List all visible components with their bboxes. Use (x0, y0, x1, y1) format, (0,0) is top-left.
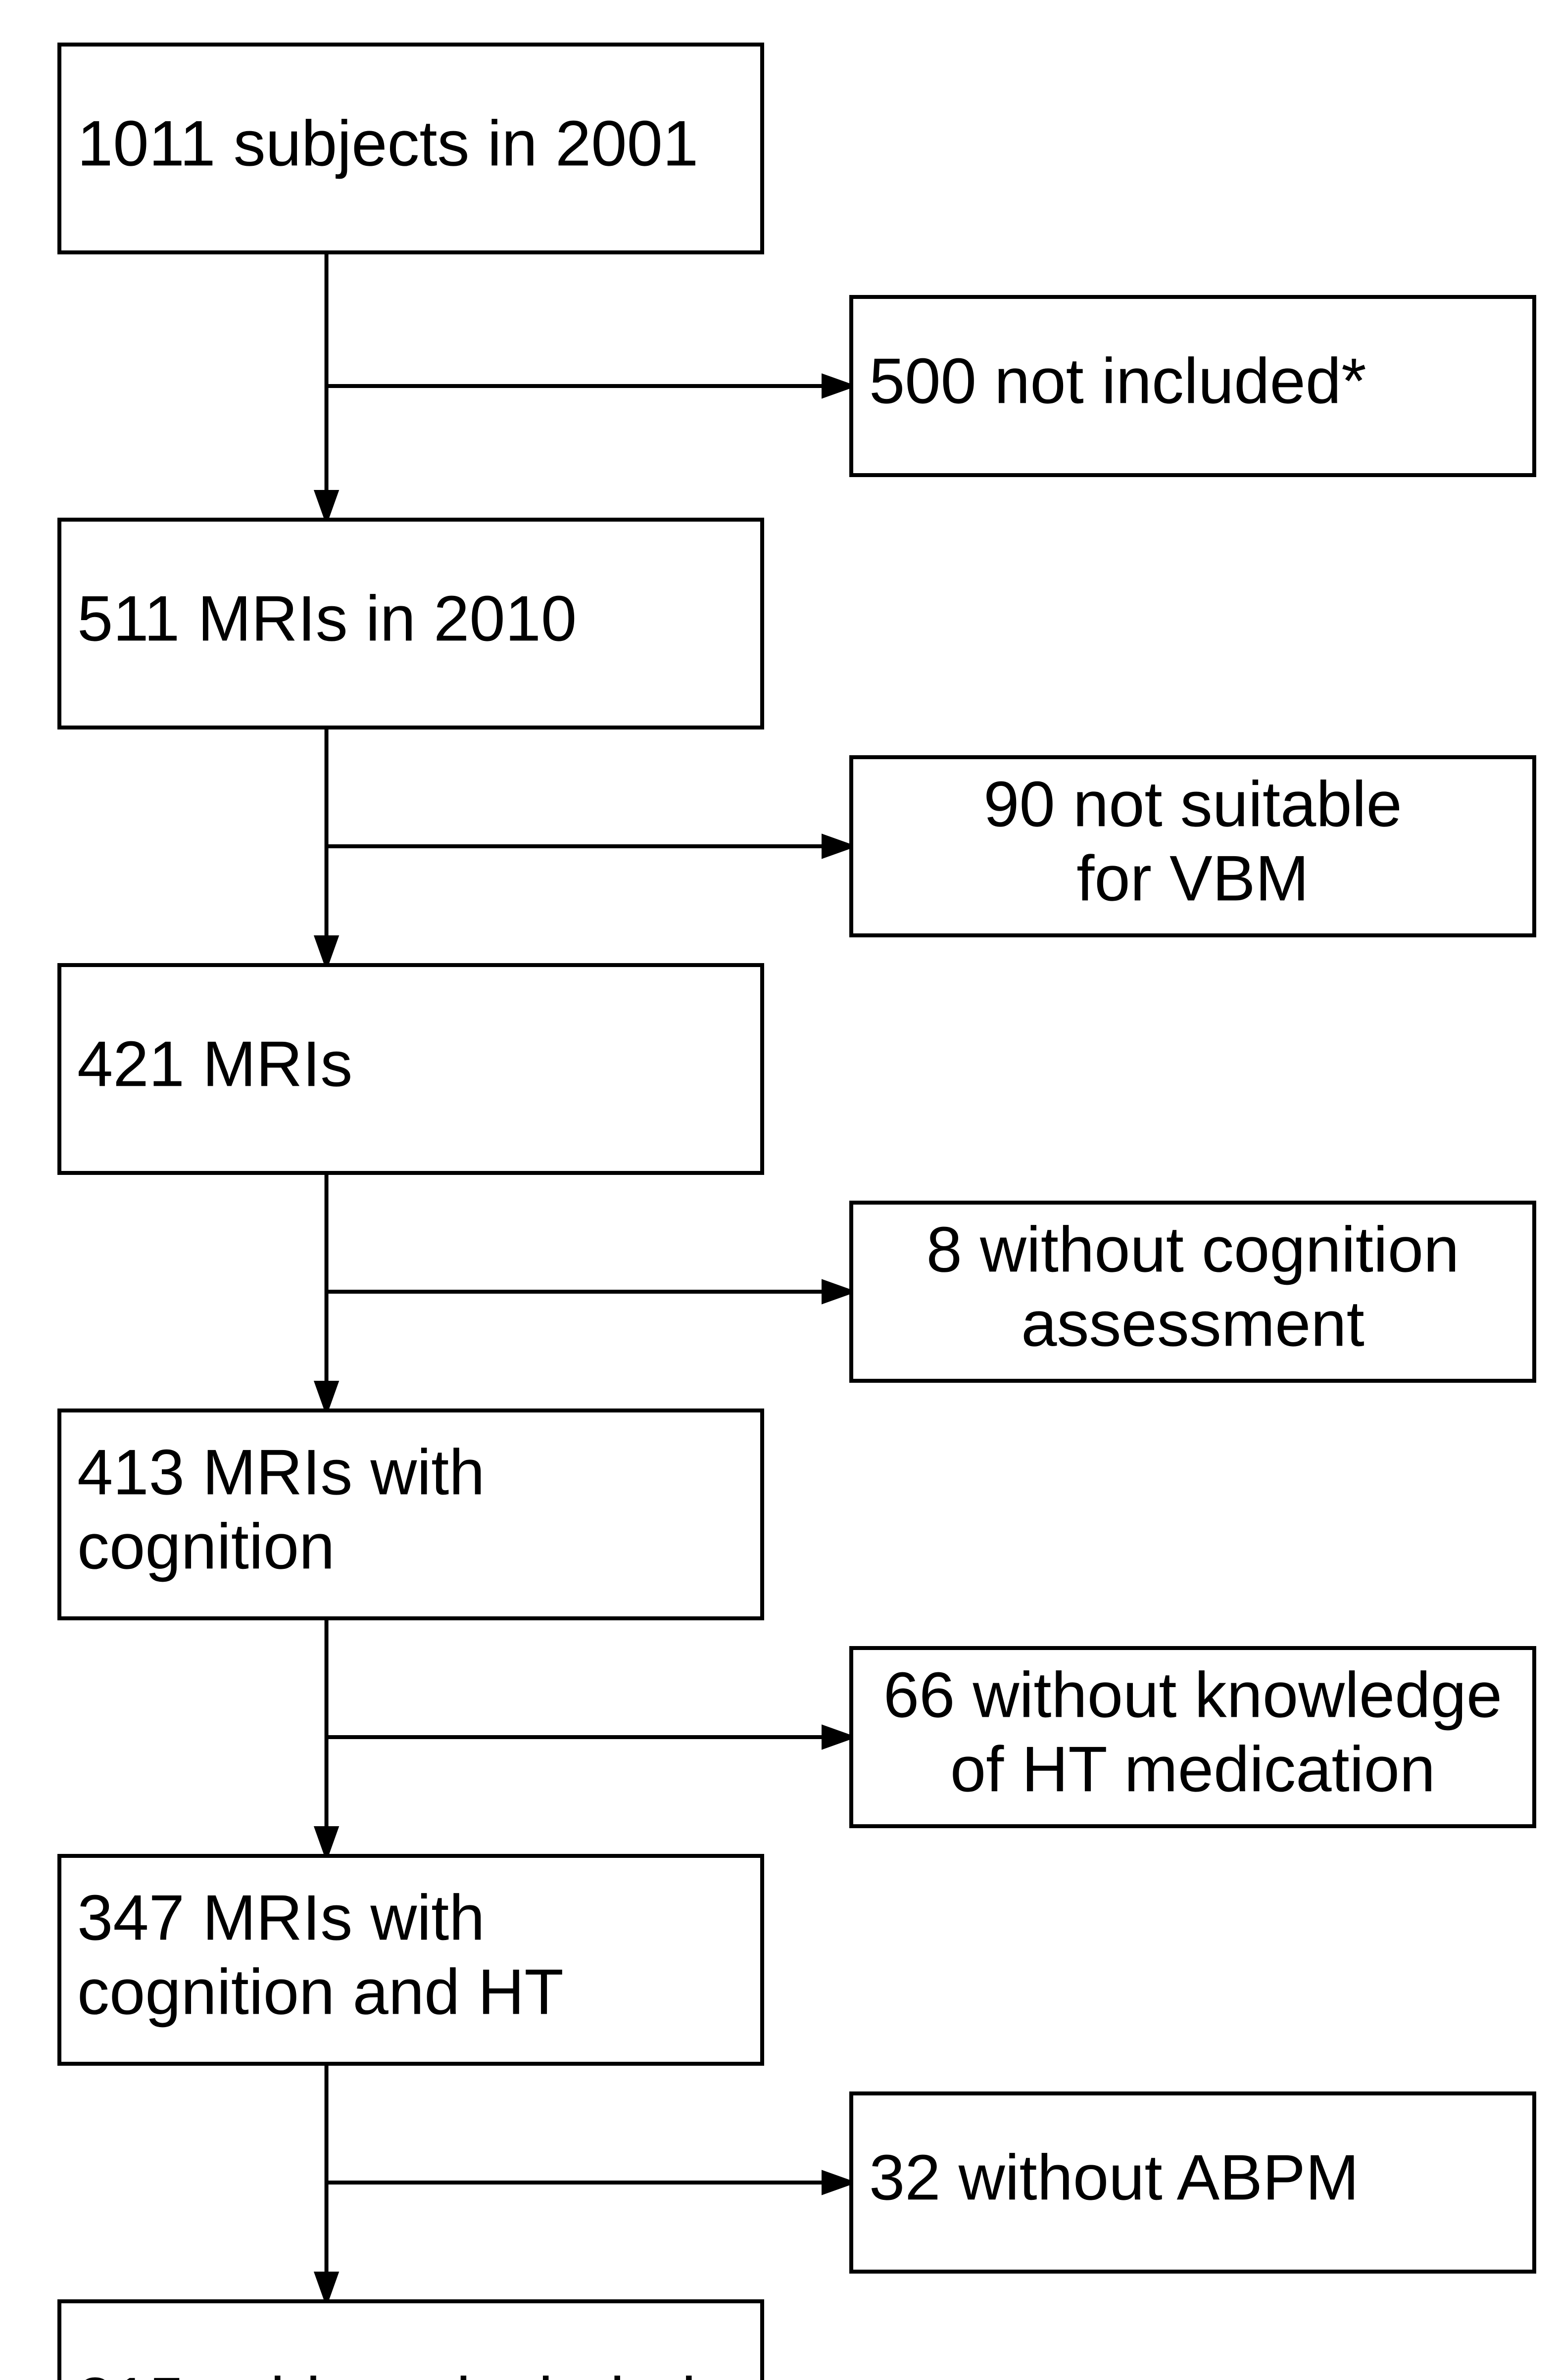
flow-node-n1: 1011 subjects in 2001 (59, 45, 762, 252)
flow-node-label: 66 without knowledge (883, 1658, 1502, 1731)
flow-node-label: 1011 subjects in 2001 (77, 107, 698, 179)
flow-node-n3: 421 MRIs (59, 965, 762, 1173)
flow-node-n4: 413 MRIs withcognition (59, 1410, 762, 1618)
flow-node-n5: 347 MRIs withcognition and HT (59, 1856, 762, 2064)
flow-node-label: for VBM (1076, 842, 1309, 914)
flow-node-label: cognition and HT (77, 1955, 564, 2028)
flow-node-label: 90 not suitable (983, 768, 1402, 840)
flow-node-s1: 500 not included* (851, 297, 1534, 475)
flow-node-label: 8 without cognition (926, 1213, 1460, 1285)
flow-node-label: 315 subjects included (77, 2364, 696, 2380)
flowchart-canvas: 1011 subjects in 2001 511 MRIs in 2010 421… (0, 0, 1559, 2380)
flow-node-s5: 32 without ABPM (851, 2093, 1534, 2272)
flow-node-label: 413 MRIs with (77, 1436, 485, 1508)
flow-node-s2: 90 not suitablefor VBM (851, 757, 1534, 935)
flow-node-label: 32 without ABPM (869, 2141, 1359, 2213)
flow-node-label: 511 MRIs in 2010 (77, 582, 577, 654)
flow-node-s4: 66 without knowledgeof HT medication (851, 1648, 1534, 1826)
flow-node-n6: 315 subjects included (59, 2301, 762, 2380)
flow-node-label: 421 MRIs (77, 1027, 352, 1100)
flow-node-n2: 511 MRIs in 2010 (59, 520, 762, 728)
flow-node-label: 500 not included* (869, 344, 1366, 417)
flow-node-label: cognition (77, 1510, 335, 1582)
flow-node-label: assessment (1021, 1287, 1364, 1360)
flow-node-label: 347 MRIs with (77, 1881, 485, 1953)
flow-node-label: of HT medication (950, 1733, 1435, 1805)
flow-node-s3: 8 without cognitionassessment (851, 1203, 1534, 1381)
